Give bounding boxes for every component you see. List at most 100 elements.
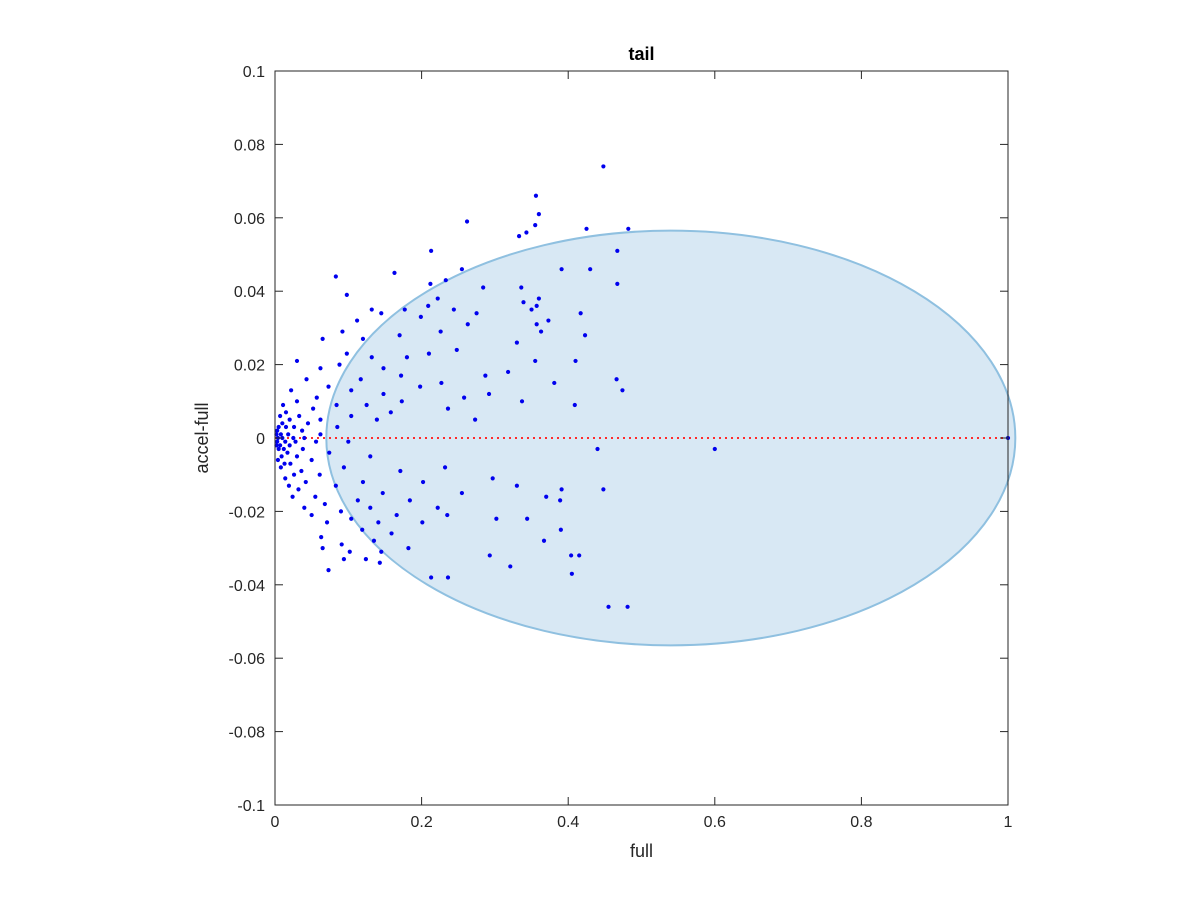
- data-point: [578, 311, 583, 316]
- data-point: [394, 512, 399, 518]
- data-point: [541, 538, 547, 543]
- data-point: [533, 358, 538, 364]
- data-point: [558, 498, 563, 503]
- x-tick-label: 0.6: [704, 814, 726, 831]
- data-point: [335, 424, 340, 430]
- y-tick-label: -0.08: [229, 725, 266, 742]
- data-point: [349, 516, 354, 521]
- data-point: [399, 399, 404, 404]
- data-point: [464, 219, 470, 224]
- data-point: [280, 421, 285, 426]
- data-point: [326, 568, 331, 573]
- y-tick-label: 0.08: [234, 137, 265, 154]
- data-point: [418, 314, 423, 319]
- data-point: [508, 564, 513, 569]
- data-point: [286, 432, 291, 437]
- data-point: [429, 575, 434, 580]
- y-tick-label: 0.04: [234, 284, 265, 301]
- data-point: [355, 498, 360, 503]
- data-point: [349, 388, 354, 393]
- data-point: [275, 439, 280, 444]
- data-point: [281, 446, 286, 452]
- data-point: [606, 604, 611, 609]
- data-point: [313, 494, 318, 499]
- data-point: [341, 557, 347, 562]
- y-tick-label: 0.02: [234, 358, 265, 375]
- data-point: [303, 479, 308, 485]
- data-point: [302, 435, 307, 441]
- data-point: [516, 234, 522, 239]
- data-point: [294, 358, 300, 364]
- x-tick-label: 0: [271, 814, 280, 831]
- data-point: [293, 439, 298, 444]
- data-point: [625, 604, 630, 609]
- data-point: [279, 454, 284, 459]
- data-point: [333, 483, 338, 488]
- data-point: [569, 571, 574, 576]
- data-point: [483, 373, 488, 378]
- data-point: [398, 468, 403, 474]
- data-point: [473, 417, 478, 422]
- data-point: [368, 454, 373, 459]
- data-point: [338, 509, 344, 514]
- data-point: [426, 351, 432, 356]
- data-point: [327, 450, 332, 455]
- data-point: [445, 512, 450, 518]
- data-point: [435, 296, 440, 301]
- data-point: [278, 465, 283, 470]
- data-point: [546, 318, 551, 323]
- data-point: [305, 421, 311, 426]
- data-point: [282, 461, 287, 466]
- data-point: [369, 355, 374, 360]
- data-point: [534, 322, 539, 327]
- data-point: [407, 498, 412, 503]
- data-point: [487, 553, 492, 558]
- data-point: [388, 410, 393, 415]
- data-point: [376, 520, 381, 525]
- data-point: [529, 307, 534, 312]
- data-point: [420, 520, 425, 525]
- data-point: [620, 388, 625, 393]
- data-point: [275, 457, 281, 463]
- data-point: [278, 443, 283, 448]
- data-point: [559, 487, 564, 492]
- data-point: [318, 417, 323, 422]
- data-point: [360, 527, 365, 532]
- data-point: [347, 549, 352, 554]
- data-point: [615, 248, 620, 253]
- x-tick-label: 1: [1004, 814, 1013, 831]
- data-point: [389, 531, 394, 536]
- y-tick-label: -0.04: [229, 578, 266, 595]
- data-point: [445, 575, 451, 580]
- data-point: [318, 432, 323, 437]
- data-point: [289, 388, 294, 393]
- data-point: [285, 450, 290, 455]
- data-point: [577, 553, 582, 558]
- data-point: [459, 490, 465, 496]
- data-point: [287, 443, 292, 448]
- data-point: [360, 479, 366, 485]
- data-point: [283, 439, 288, 444]
- data-point: [291, 472, 297, 477]
- y-tick-label: -0.1: [237, 798, 265, 815]
- data-point: [290, 494, 295, 499]
- data-point: [333, 274, 338, 279]
- data-point: [291, 435, 296, 441]
- x-axis-label: full: [630, 841, 653, 861]
- data-point: [283, 476, 288, 481]
- data-point: [443, 278, 448, 283]
- data-point: [505, 369, 511, 375]
- data-point: [398, 373, 404, 378]
- data-point: [381, 391, 386, 397]
- data-point: [435, 505, 440, 510]
- data-point: [354, 318, 360, 323]
- data-point: [397, 333, 402, 338]
- data-point: [302, 505, 307, 510]
- data-point: [377, 560, 382, 565]
- data-point: [368, 505, 373, 510]
- data-point: [465, 322, 470, 327]
- data-point: [438, 329, 443, 334]
- data-point: [296, 487, 301, 492]
- data-point: [358, 377, 363, 382]
- data-point: [297, 413, 302, 419]
